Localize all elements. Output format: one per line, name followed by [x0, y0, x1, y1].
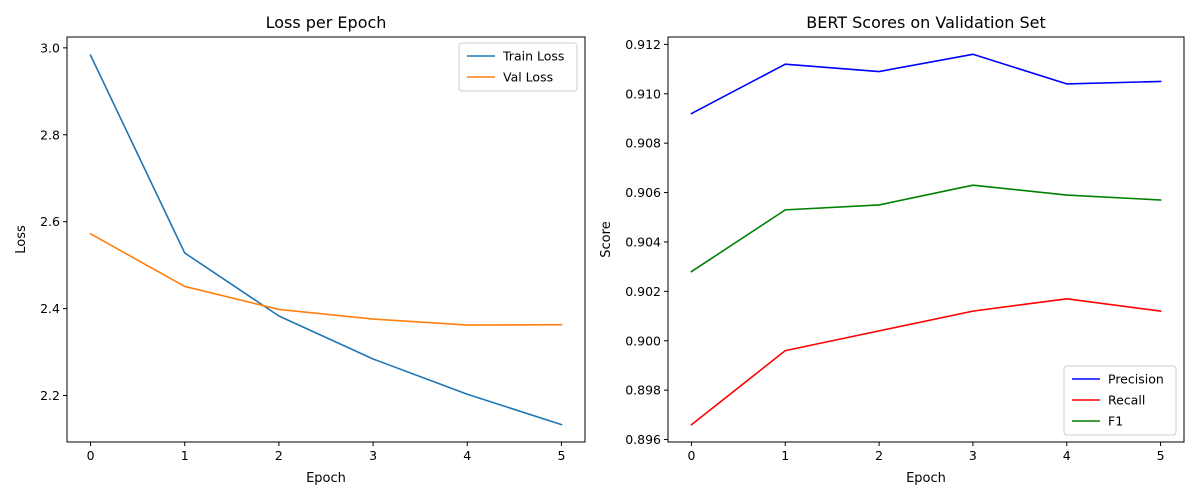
y-axis-label: Score [599, 221, 614, 257]
x-tick-label: 1 [181, 448, 189, 463]
x-tick-label: 2 [875, 448, 883, 463]
x-tick-label: 0 [87, 448, 95, 463]
y-tick-label: 2.4 [40, 301, 60, 316]
series-line-f1 [690, 184, 1162, 273]
legend-label-precision: Precision [1108, 372, 1164, 387]
legend-box [1063, 365, 1177, 436]
x-axis-label: Epoch [906, 471, 946, 486]
legend-label-recall: Recall [1108, 393, 1145, 408]
series-line-train-loss [89, 54, 563, 426]
y-tick-label: 2.6 [40, 214, 60, 229]
y-tick-label: 0.912 [625, 37, 661, 52]
x-tick-label: 5 [1157, 448, 1165, 463]
x-tick-label: 4 [463, 448, 471, 463]
y-tick-label: 2.8 [40, 127, 60, 142]
chart-title: BERT Scores on Validation Set [806, 13, 1046, 32]
x-tick-label: 4 [1063, 448, 1071, 463]
y-tick-label: 2.2 [40, 388, 60, 403]
x-tick-label: 2 [275, 448, 283, 463]
x-tick-label: 3 [369, 448, 377, 463]
y-axis-label: Loss [14, 225, 29, 254]
legend-label-val-loss: Val Loss [503, 70, 553, 85]
y-tick-label: 0.902 [625, 284, 661, 299]
plot-area-frame [66, 36, 586, 443]
chart-panel-2: BERT Scores on Validation Set 0 1 2 3 4 5 0.896… [599, 13, 1185, 486]
series-line-precision [690, 53, 1162, 115]
x-axis-label: Epoch [306, 471, 346, 486]
x-tick-label: 3 [969, 448, 977, 463]
series-line-val-loss [89, 232, 563, 326]
y-tick-label: 0.910 [625, 86, 661, 101]
y-tick-label: 0.900 [625, 333, 661, 348]
legend-label-train-loss: Train Loss [502, 49, 564, 64]
y-tick-label: 0.896 [625, 432, 661, 447]
x-tick-label: 5 [557, 448, 565, 463]
legend: Precision Recall F1 [1063, 365, 1177, 436]
legend-box [458, 42, 578, 92]
series-line-recall [690, 297, 1162, 426]
legend-label-f1: F1 [1108, 414, 1123, 429]
y-tick-label: 0.898 [625, 383, 661, 398]
chart-title: Loss per Epoch [266, 13, 387, 32]
y-tick-label: 0.908 [625, 136, 661, 151]
y-tick-label: 3.0 [40, 40, 60, 55]
chart-panel-1: Loss per Epoch 0 1 2 3 4 5 2.2 2.4 2.6 2.8 3.0 Epoch… [14, 13, 586, 486]
x-tick-label: 0 [687, 448, 695, 463]
legend: Train Loss Val Loss [458, 42, 578, 92]
y-tick-label: 0.904 [625, 234, 661, 249]
x-tick-label: 1 [781, 448, 789, 463]
y-tick-label: 0.906 [625, 185, 661, 200]
plot-area-frame [667, 36, 1185, 443]
